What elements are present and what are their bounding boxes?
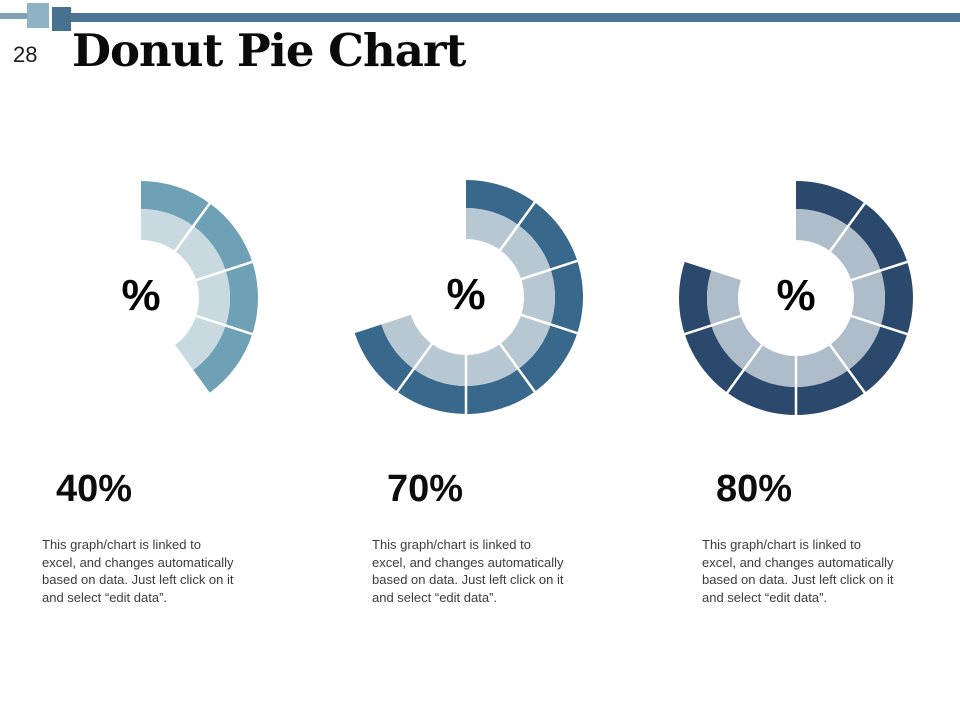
donut-center-percent-label: % bbox=[446, 270, 486, 320]
slide-number: 28 bbox=[13, 42, 38, 67]
donut-center-percent-label: % bbox=[776, 271, 816, 321]
donut-chart-group-70: % bbox=[346, 177, 586, 417]
note-line: This graph/chart is linked to bbox=[372, 537, 531, 552]
top-decoration-square-dark bbox=[52, 7, 71, 31]
note-line: and select “edit data”. bbox=[42, 589, 168, 605]
note-line: This graph/chart is linked to bbox=[42, 537, 201, 552]
donut-center-percent-label: % bbox=[121, 271, 161, 321]
donut-chart-group-80: % bbox=[676, 178, 916, 418]
top-rule-bar bbox=[71, 13, 960, 22]
donut-value-label-40: 40% bbox=[56, 468, 133, 510]
chart-note-70: This graph/chart is linked to excel, and… bbox=[372, 536, 564, 606]
note-line: excel, and changes automatically bbox=[702, 554, 894, 570]
donut-value-label-70: 70% bbox=[387, 468, 464, 510]
page-title: Donut Pie Chart bbox=[72, 24, 466, 77]
donut-chart-group-40: % bbox=[21, 178, 261, 418]
note-line: based on data. Just left click on it bbox=[372, 572, 564, 587]
chart-note-40: This graph/chart is linked to excel, and… bbox=[42, 536, 234, 606]
note-line: excel, and changes automatically bbox=[42, 554, 234, 570]
top-rule-left-segment bbox=[0, 13, 27, 19]
donut-value-label-80: 80% bbox=[716, 468, 793, 510]
note-line: based on data. Just left click on it bbox=[702, 572, 894, 587]
top-decoration-square-light bbox=[27, 3, 49, 28]
note-line: based on data. Just left click on it bbox=[42, 572, 234, 587]
donut-chart-40[interactable] bbox=[21, 178, 261, 418]
note-line: and select “edit data”. bbox=[372, 589, 498, 605]
donut-chart-80[interactable] bbox=[676, 178, 916, 418]
donut-chart-70[interactable] bbox=[346, 177, 586, 417]
chart-note-80: This graph/chart is linked to excel, and… bbox=[702, 536, 894, 606]
note-line: excel, and changes automatically bbox=[372, 554, 564, 570]
note-line: and select “edit data”. bbox=[702, 589, 828, 605]
note-line: This graph/chart is linked to bbox=[702, 537, 861, 552]
